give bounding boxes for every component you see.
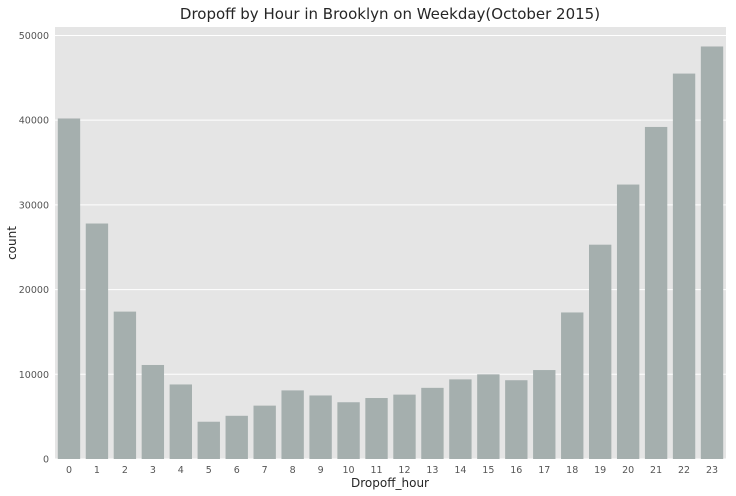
bar-hour-9 [309,395,332,459]
y-tick-labels: 0 10000 20000 30000 40000 50000 [19,31,49,466]
bar-hour-1 [85,223,109,459]
bar-hour-5 [197,421,220,459]
bars [57,46,724,460]
plot-area [55,27,726,459]
x-tick-label: 23 [706,465,718,476]
bar-hour-19 [589,244,612,459]
x-tick-label: 16 [510,465,522,476]
x-tick-label: 4 [178,465,184,476]
y-tick-label: 20000 [19,285,49,296]
grid-lines [55,34,726,460]
x-tick-label: 11 [370,465,382,476]
x-tick-label: 6 [234,465,240,476]
bar-hour-23 [700,46,724,459]
x-tick-label: 2 [122,465,128,476]
bar-hour-13 [421,387,444,459]
bar-hour-20 [616,184,640,459]
x-tick-label: 7 [262,465,268,476]
x-tick-label: 0 [66,465,72,476]
bar-hour-21 [644,126,668,459]
bar-hour-16 [505,380,528,459]
x-tick-labels: 0 1 2 3 4 5 6 7 8 9 10 11 12 13 14 15 16 17 18 19 20 21 22 23 [66,465,718,476]
bar-hour-4 [169,384,192,459]
y-tick-label: 40000 [19,116,49,127]
y-tick-label: 10000 [19,370,49,381]
y-axis-label: count [5,226,19,260]
x-tick-label: 3 [150,465,156,476]
bar-hour-7 [253,405,276,459]
x-tick-label: 17 [538,465,550,476]
x-tick-label: 22 [678,465,690,476]
x-tick-label: 21 [650,465,662,476]
x-tick-label: 9 [318,465,324,476]
y-tick-label: 50000 [19,31,49,42]
bar-hour-18 [561,312,584,459]
x-tick-label: 5 [206,465,212,476]
x-tick-label: 14 [454,465,466,476]
x-tick-label: 19 [594,465,606,476]
bar-hour-17 [533,370,556,459]
bar-hour-15 [477,374,500,459]
x-tick-label: 18 [566,465,578,476]
x-tick-label: 13 [426,465,438,476]
bar-hour-0 [57,118,81,459]
bar-hour-3 [141,364,165,459]
bar-hour-8 [281,390,304,459]
x-tick-label: 20 [622,465,634,476]
x-tick-label: 10 [343,465,355,476]
x-tick-label: 1 [94,465,100,476]
x-tick-label: 15 [482,465,494,476]
chart-title: Dropoff by Hour in Brooklyn on Weekday(O… [180,5,600,23]
bar-hour-12 [393,394,416,459]
y-tick-label: 0 [43,455,49,466]
x-tick-label: 8 [290,465,296,476]
bar-hour-2 [113,311,137,459]
x-tick-label: 12 [398,465,410,476]
bar-hour-10 [337,402,360,459]
bar-hour-22 [672,73,696,460]
bar-hour-6 [225,415,248,459]
bar-hour-11 [365,398,388,459]
x-axis-label: Dropoff_hour [351,476,429,490]
y-tick-label: 30000 [19,200,49,211]
bar-hour-14 [449,379,472,459]
